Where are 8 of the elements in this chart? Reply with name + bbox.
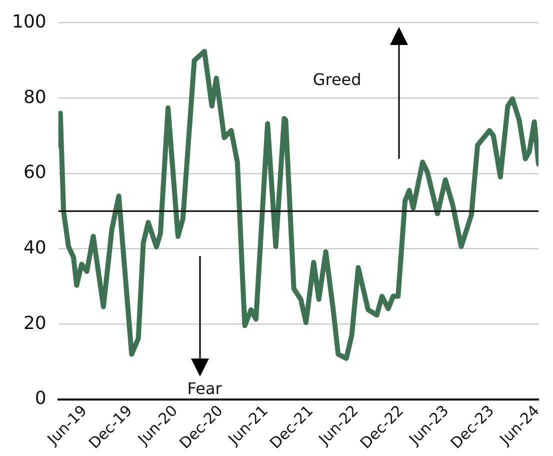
y-tick-label: 100 xyxy=(12,11,46,32)
y-tick-label: 80 xyxy=(23,86,46,108)
y-tick-label: 60 xyxy=(23,162,46,184)
y-tick-label: 40 xyxy=(23,237,46,258)
annotation: Greed xyxy=(312,70,362,89)
y-tick-label: 0 xyxy=(34,388,46,410)
annotation: Fear xyxy=(187,378,222,398)
y-tick-label: 20 xyxy=(23,312,46,334)
